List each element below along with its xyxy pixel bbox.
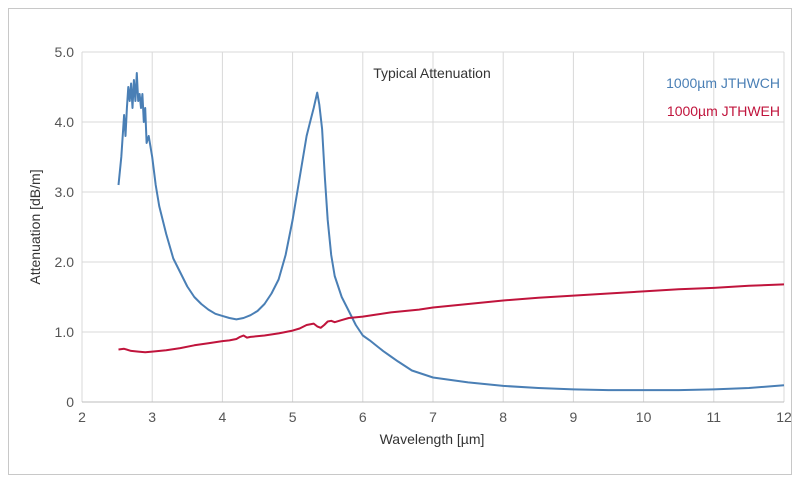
series-lines [117,72,785,392]
x-tick-label: 7 [429,409,437,425]
chart-title: Typical Attenuation [373,65,491,81]
x-tick-label: 6 [359,409,367,425]
series-line-1 [117,72,785,392]
x-tick-label: 2 [78,409,86,425]
y-tick-label: 3.0 [55,184,75,200]
legend-series-2: 1000µm JTHWEH [667,103,780,119]
chart-frame [8,8,792,475]
x-tick-label: 11 [707,409,722,425]
x-tick-label: 12 [776,409,792,425]
y-axis-label: Attenuation [dB/m] [27,169,43,284]
x-tick-labels: 2 3 4 5 6 7 8 9 10 11 12 [78,409,792,425]
x-tick-label: 4 [219,409,227,425]
x-tick-label: 5 [289,409,297,425]
y-tick-label: 0 [66,394,74,410]
x-tick-label: 3 [148,409,156,425]
y-tick-label: 4.0 [55,114,75,130]
series-line-2 [118,283,785,354]
x-tick-label: 9 [570,409,578,425]
grid-lines [81,51,785,403]
y-tick-label: 5.0 [55,44,75,60]
y-tick-label: 1.0 [55,324,75,340]
legend-series-1: 1000µm JTHWCH [666,75,780,91]
x-tick-label: 8 [499,409,507,425]
x-tick-label: 10 [636,409,652,425]
y-tick-labels: 0 1.0 2.0 3.0 4.0 5.0 [55,44,75,410]
y-tick-label: 2.0 [55,254,75,270]
x-axis-label: Wavelength [µm] [380,431,485,447]
